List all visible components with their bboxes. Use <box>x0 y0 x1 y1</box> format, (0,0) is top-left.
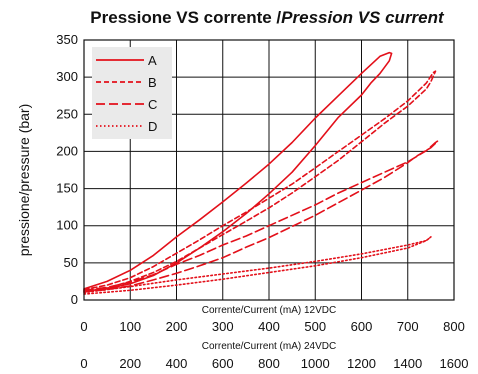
y-tick-label: 250 <box>56 106 78 121</box>
chart-title-main: Pressione VS corrente / <box>90 8 281 27</box>
chart-title-italic: Pression VS current <box>281 8 445 27</box>
x-tick-label: 1200 <box>347 356 376 371</box>
x-tick-label: 600 <box>351 319 373 334</box>
x-axis-label: Corrente/Current (mA) 12VDC <box>202 305 336 316</box>
series-line-b <box>83 70 437 292</box>
y-axis-label: pressione/pressure (bar) <box>16 104 32 257</box>
y-tick-labels: 0 50 100 150 200 250 300 350 <box>56 32 78 307</box>
y-tick-label: 50 <box>64 255 78 270</box>
x-tick-label: 700 <box>397 319 419 334</box>
x-tick-label: 0 <box>80 356 87 371</box>
x-axes: Corrente/Current (mA) 12VDC 0 100 200 300 400… <box>80 305 468 371</box>
chart-title: Pressione VS corrente /Pression VS curre… <box>90 8 445 27</box>
x-tick-label: 100 <box>119 319 141 334</box>
x-axis-label: Corrente/Current (mA) 24VDC <box>202 341 336 352</box>
x-tick-label: 0 <box>80 319 87 334</box>
x-tick-label: 500 <box>304 319 326 334</box>
x-tick-label: 1000 <box>301 356 330 371</box>
y-tick-label: 150 <box>56 181 78 196</box>
x-tick-label: 300 <box>212 319 234 334</box>
x-tick-label: 800 <box>443 319 465 334</box>
legend-label-a: A <box>148 53 157 68</box>
legend-label-c: C <box>148 97 157 112</box>
y-tick-label: 350 <box>56 32 78 47</box>
series-line-a <box>83 51 393 292</box>
x-tick-label: 1600 <box>440 356 469 371</box>
legend-label-d: D <box>148 119 157 134</box>
x-tick-label: 800 <box>258 356 280 371</box>
y-tick-label: 0 <box>71 292 78 307</box>
x-tick-label: 400 <box>166 356 188 371</box>
series-layer <box>83 51 439 295</box>
series-line-c <box>83 140 439 293</box>
plot-frame <box>83 39 455 301</box>
legend-background <box>92 47 172 139</box>
x-tick-label: 400 <box>258 319 280 334</box>
y-tick-label: 100 <box>56 218 78 233</box>
y-tick-label: 200 <box>56 143 78 158</box>
x-tick-label: 200 <box>166 319 188 334</box>
series-line-d <box>83 236 432 295</box>
x-tick-label: 1400 <box>393 356 422 371</box>
y-tick-label: 300 <box>56 69 78 84</box>
x-tick-label: 600 <box>212 356 234 371</box>
x-tick-label: 200 <box>119 356 141 371</box>
legend-label-b: B <box>148 75 157 90</box>
